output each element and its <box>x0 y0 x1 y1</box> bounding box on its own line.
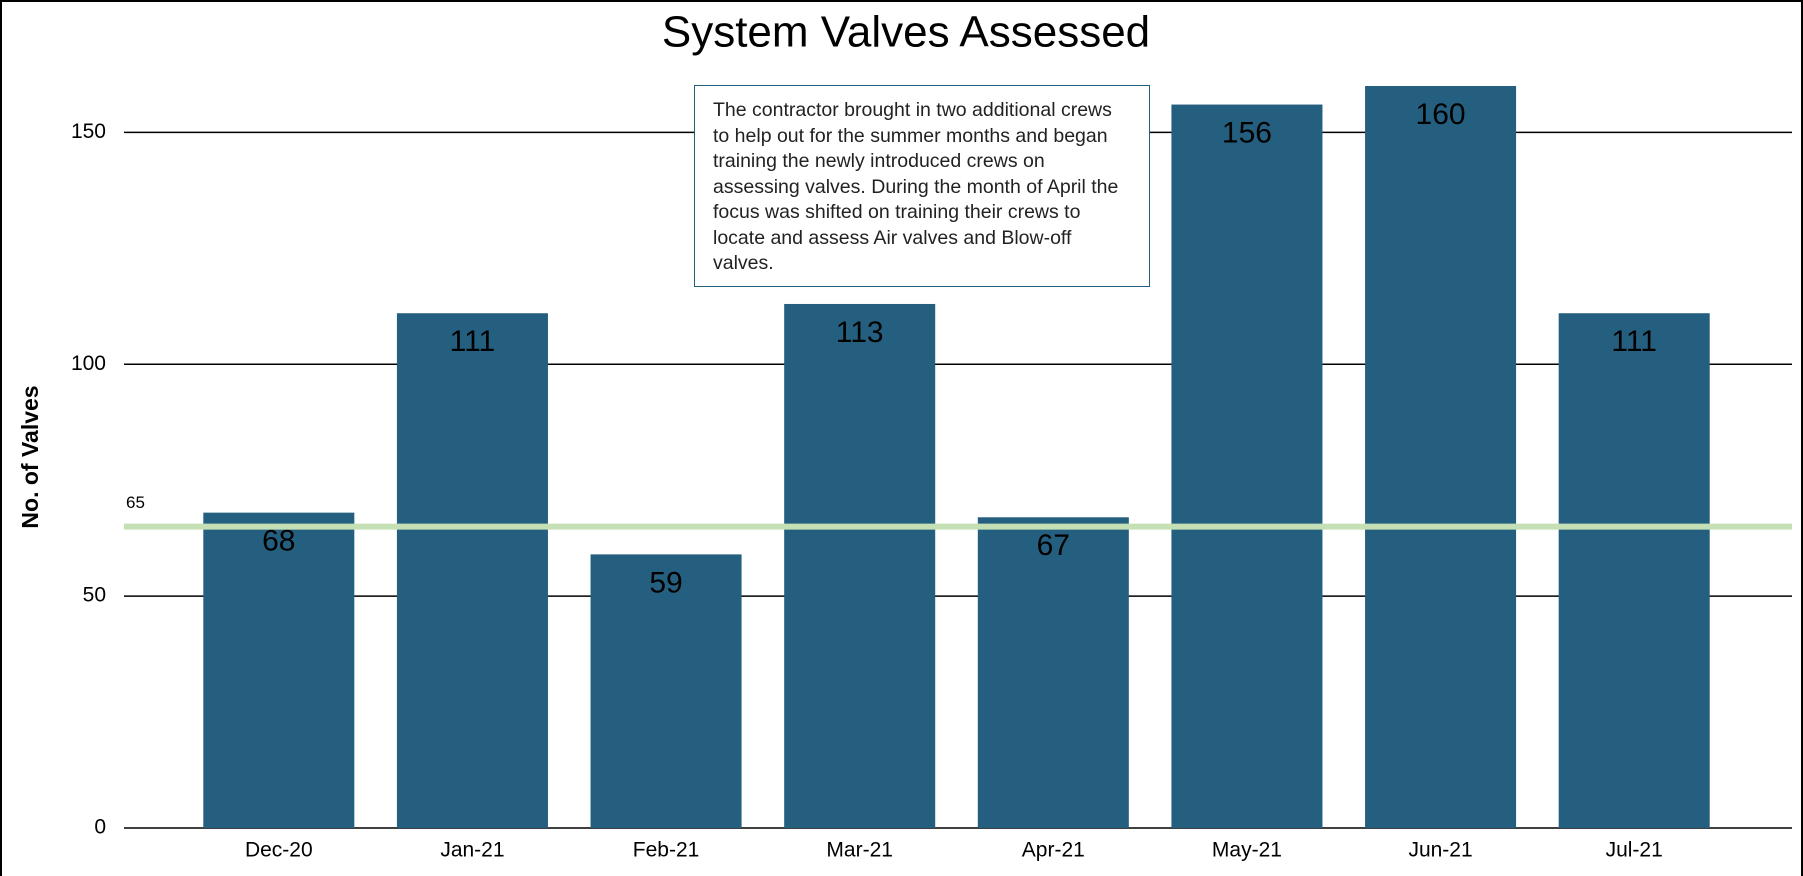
y-tick-label: 0 <box>94 816 106 839</box>
value-label: 111 <box>1611 325 1657 358</box>
x-tick-label: Dec-20 <box>245 839 313 862</box>
annotation: The contractor brought in two additional… <box>694 85 1150 287</box>
value-label: 59 <box>649 566 682 599</box>
value-label: 113 <box>836 316 884 349</box>
x-tick-label: May-21 <box>1212 839 1282 862</box>
y-tick-label: 100 <box>71 352 106 375</box>
value-label: 156 <box>1222 116 1272 149</box>
y-axis-label: No. of Valves <box>17 385 43 528</box>
bar <box>1365 86 1517 828</box>
reference-label: 65 <box>126 493 145 512</box>
y-tick-label: 50 <box>83 584 106 607</box>
value-label: 160 <box>1416 98 1466 131</box>
bar <box>396 313 548 828</box>
x-tick-label: Apr-21 <box>1022 839 1085 862</box>
x-tick-label: Mar-21 <box>826 839 893 862</box>
x-tick-label: Feb-21 <box>633 839 700 862</box>
value-label: 111 <box>450 325 496 358</box>
x-tick-label: Jul-21 <box>1606 839 1663 862</box>
bar <box>977 517 1129 828</box>
value-label: 67 <box>1037 529 1070 562</box>
bar <box>590 554 742 828</box>
x-tick-label: Jan-21 <box>440 839 504 862</box>
bar <box>1558 313 1710 828</box>
bar <box>203 512 355 828</box>
value-label: 68 <box>262 525 295 558</box>
chart-title: System Valves Assessed <box>662 8 1150 57</box>
bar <box>1171 104 1323 829</box>
y-tick-label: 150 <box>71 120 106 143</box>
x-tick-label: Jun-21 <box>1408 839 1472 862</box>
bar <box>784 303 936 828</box>
